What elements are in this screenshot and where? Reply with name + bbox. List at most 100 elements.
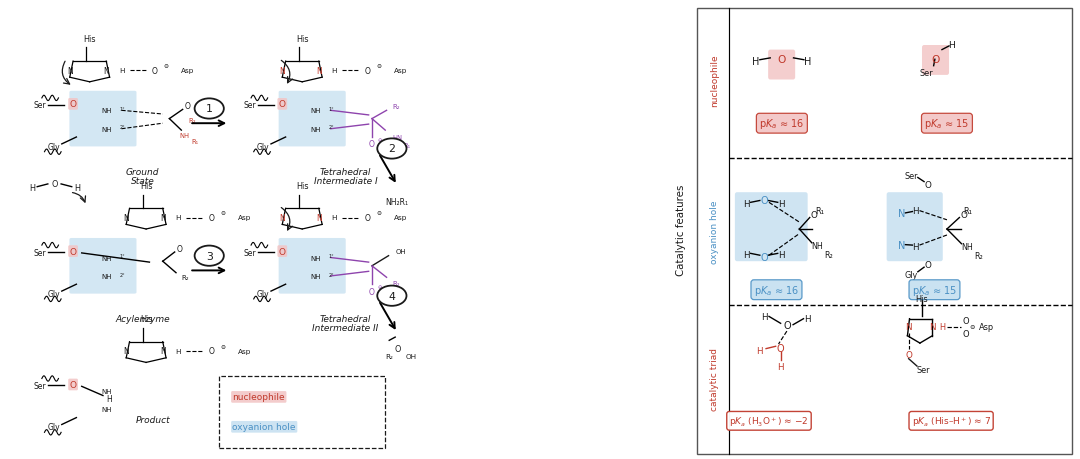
Text: NH: NH: [102, 388, 111, 394]
Text: N: N: [905, 323, 912, 332]
Text: Ground: Ground: [126, 168, 160, 177]
Text: N: N: [123, 347, 130, 356]
Text: O: O: [51, 180, 57, 189]
Text: Gly: Gly: [256, 142, 269, 151]
Text: O: O: [905, 350, 913, 359]
Text: ⊖: ⊖: [378, 285, 382, 289]
Text: NH: NH: [310, 255, 321, 261]
Text: H: H: [175, 348, 180, 354]
Text: O: O: [364, 67, 370, 76]
Text: H: H: [119, 68, 124, 74]
Text: R₂: R₂: [386, 353, 393, 359]
Text: 2°: 2°: [120, 125, 125, 130]
Text: H: H: [175, 215, 180, 221]
Text: Gly: Gly: [48, 422, 59, 431]
Text: R₂: R₂: [824, 250, 833, 259]
Text: Ser: Ser: [33, 381, 46, 390]
Text: Intermediate I: Intermediate I: [313, 177, 377, 186]
Text: H: H: [752, 57, 759, 67]
Text: O: O: [208, 213, 214, 223]
Text: oxyanion hole: oxyanion hole: [232, 422, 296, 431]
Text: H: H: [947, 41, 955, 50]
Text: State: State: [131, 177, 154, 186]
FancyBboxPatch shape: [69, 239, 136, 294]
Text: Ser: Ser: [905, 171, 918, 180]
Text: O: O: [962, 316, 969, 325]
Text: Ser: Ser: [243, 101, 256, 110]
Text: N: N: [316, 67, 322, 76]
Text: Gly: Gly: [905, 270, 918, 279]
Text: OH: OH: [395, 248, 406, 255]
Text: N: N: [160, 213, 165, 223]
Text: Tetrahedral: Tetrahedral: [320, 168, 372, 177]
Text: N: N: [929, 323, 935, 332]
Text: Acylenzyme: Acylenzyme: [116, 314, 171, 324]
Text: H: H: [332, 215, 337, 221]
FancyBboxPatch shape: [279, 91, 346, 147]
FancyBboxPatch shape: [768, 50, 795, 80]
Text: O: O: [69, 380, 77, 389]
FancyBboxPatch shape: [219, 376, 386, 448]
Text: 1°: 1°: [120, 254, 125, 258]
Text: R₂: R₂: [392, 103, 400, 110]
Text: Asp: Asp: [394, 215, 407, 221]
Text: O: O: [760, 196, 768, 206]
Text: O: O: [369, 140, 375, 149]
Text: O: O: [924, 180, 932, 190]
Text: N: N: [104, 67, 109, 76]
Text: Tetrahedral: Tetrahedral: [320, 314, 372, 324]
Text: O: O: [783, 320, 791, 330]
Text: H: H: [29, 184, 35, 193]
Text: OH: OH: [405, 353, 416, 359]
Text: 2°: 2°: [120, 272, 125, 277]
Text: N: N: [160, 347, 165, 356]
Text: 1°: 1°: [328, 254, 335, 258]
Circle shape: [377, 139, 406, 159]
Text: H: H: [939, 323, 945, 332]
Text: H: H: [107, 394, 112, 403]
Text: Gly: Gly: [256, 289, 269, 298]
Text: Ser: Ser: [33, 248, 46, 257]
Text: O: O: [394, 344, 401, 353]
Text: ⊖: ⊖: [378, 138, 382, 142]
FancyBboxPatch shape: [69, 91, 136, 147]
Text: H: H: [75, 184, 80, 193]
Text: O: O: [778, 55, 786, 65]
Text: N: N: [899, 208, 906, 218]
Text: H: H: [743, 250, 750, 259]
Text: H: H: [779, 200, 785, 209]
Text: ⊖: ⊖: [376, 211, 381, 216]
Text: O: O: [69, 247, 77, 256]
Text: N: N: [280, 67, 285, 76]
Text: O: O: [279, 247, 286, 256]
Text: Asp: Asp: [978, 323, 994, 332]
Text: O: O: [185, 102, 191, 111]
Text: p$K_a$ ≈ 15: p$K_a$ ≈ 15: [912, 283, 957, 297]
Text: His: His: [140, 181, 152, 190]
Text: O: O: [777, 343, 784, 353]
Text: NH₂R₁: NH₂R₁: [386, 197, 408, 207]
Text: His: His: [83, 34, 96, 44]
Text: O: O: [279, 100, 286, 109]
Text: N: N: [316, 213, 322, 223]
Text: O: O: [208, 347, 214, 356]
Text: R₁: R₁: [815, 207, 825, 216]
Text: 1: 1: [206, 104, 213, 114]
Text: NH: NH: [811, 241, 823, 250]
Text: NH: NH: [102, 255, 111, 261]
Text: nucleophile: nucleophile: [711, 54, 719, 106]
FancyBboxPatch shape: [698, 9, 1071, 454]
Text: N: N: [67, 67, 72, 76]
Text: R₂: R₂: [392, 280, 400, 287]
Text: Asp: Asp: [238, 215, 252, 221]
Text: 2: 2: [389, 144, 395, 154]
Text: ⊖: ⊖: [969, 325, 974, 330]
Text: O: O: [760, 252, 768, 262]
Text: O: O: [364, 213, 370, 223]
Text: O: O: [369, 287, 375, 296]
Text: H: H: [756, 347, 764, 356]
Text: NH: NH: [102, 273, 111, 280]
Text: H: H: [913, 242, 919, 252]
Text: O: O: [176, 244, 183, 253]
Text: His: His: [916, 294, 929, 303]
